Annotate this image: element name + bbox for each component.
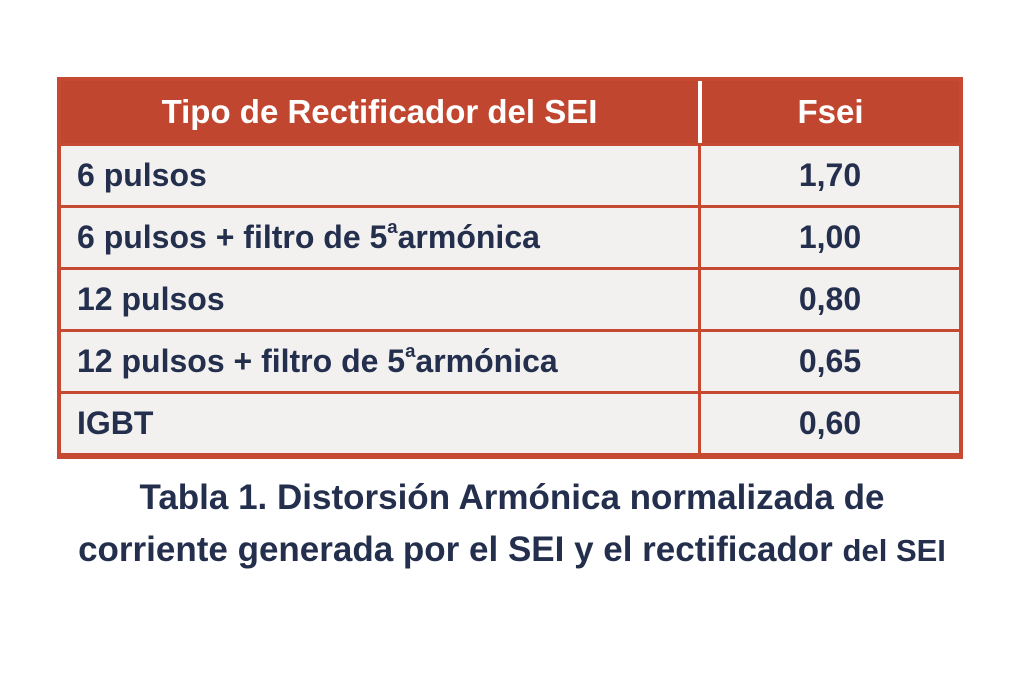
fsei-value-cell: 0,60 bbox=[698, 394, 959, 453]
rectifier-fsei-table: Tipo de Rectificador del SEI Fsei 6 puls… bbox=[57, 77, 963, 459]
caption-line1: Tabla 1. Distorsión Armónica normalizada… bbox=[139, 478, 885, 517]
table-row: 6 pulsos 1,70 bbox=[61, 143, 959, 205]
table-row: IGBT 0,60 bbox=[61, 391, 959, 453]
fsei-value-cell: 0,80 bbox=[698, 270, 959, 329]
fsei-value-cell: 1,70 bbox=[698, 146, 959, 205]
row-label-text: 6 pulsos + filtro de 5 bbox=[77, 219, 388, 255]
row-label-suffix: armónica bbox=[397, 219, 540, 255]
fsei-value-cell: 0,65 bbox=[698, 332, 959, 391]
table-caption: Tabla 1. Distorsión Armónica normalizada… bbox=[0, 472, 1024, 577]
row-label-text: 12 pulsos bbox=[77, 281, 225, 317]
rectifier-type-cell: 6 pulsos bbox=[61, 146, 698, 205]
caption-line2: corriente generada por el SEI y el recti… bbox=[78, 530, 833, 569]
column-header-fsei: Fsei bbox=[698, 81, 959, 143]
rectifier-type-cell: 12 pulsos bbox=[61, 270, 698, 329]
column-header-rectifier-type: Tipo de Rectificador del SEI bbox=[161, 93, 598, 130]
row-label-text: IGBT bbox=[77, 405, 154, 441]
table-header-row: Tipo de Rectificador del SEI Fsei bbox=[61, 81, 959, 143]
fsei-value-cell: 1,00 bbox=[698, 208, 959, 267]
caption-line2-small: del SEI bbox=[842, 533, 946, 568]
table-row: 12 pulsos 0,80 bbox=[61, 267, 959, 329]
rectifier-type-cell: IGBT bbox=[61, 394, 698, 453]
row-label-text: 12 pulsos + filtro de 5 bbox=[77, 343, 406, 379]
row-label-text: 6 pulsos bbox=[77, 157, 207, 193]
row-label-suffix: armónica bbox=[415, 343, 558, 379]
